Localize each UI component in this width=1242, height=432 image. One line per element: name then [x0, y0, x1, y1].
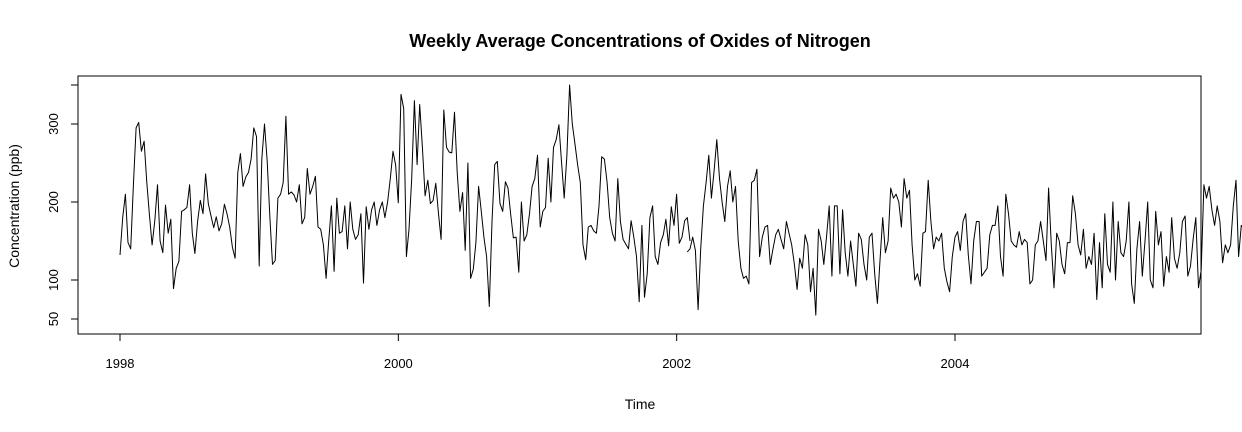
y-tick-label: 200 [46, 191, 61, 213]
series-line-1 [119, 84, 691, 307]
x-tick-label: 2002 [662, 356, 691, 371]
y-tick-label: 50 [46, 312, 61, 326]
chart-title: Weekly Average Concentrations of Oxides … [409, 31, 870, 51]
x-tick-label: 1998 [106, 356, 135, 371]
y-tick-label: 300 [46, 113, 61, 135]
series-layer [119, 84, 1242, 316]
x-tick-label: 2000 [384, 356, 413, 371]
x-axis: 1998 2000 2002 2004 [106, 333, 970, 371]
x-tick-label: 2004 [941, 356, 970, 371]
x-axis-label: Time [625, 396, 656, 412]
y-axis: 50 100 200 300 [46, 84, 79, 326]
series-line-2 [686, 139, 1242, 316]
y-axis-label: Concentration (ppb) [6, 144, 22, 268]
y-tick-label: 100 [46, 269, 61, 291]
